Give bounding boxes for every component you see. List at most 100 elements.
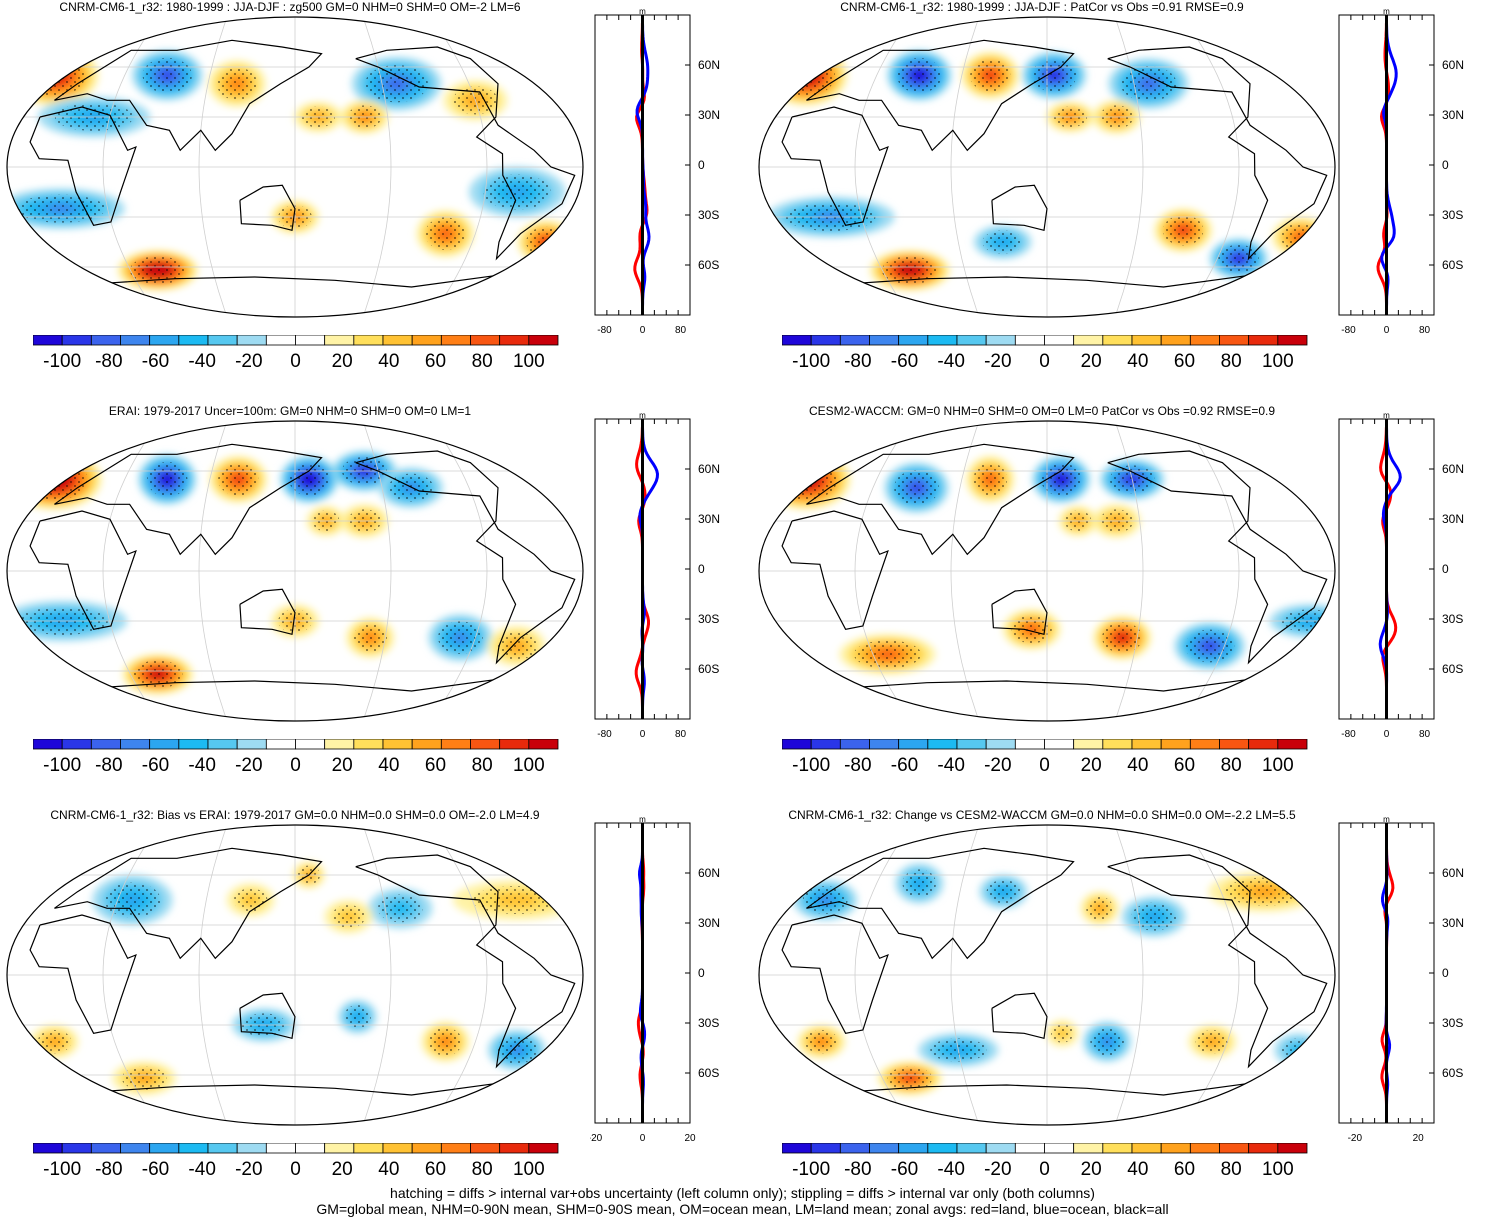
continent-outline [991, 184, 1048, 232]
zonal-unit-label: m [639, 411, 646, 420]
colorbar-swatch [61, 1143, 92, 1154]
colorbar-swatch [178, 739, 209, 750]
longitude-line [430, 17, 488, 317]
colorbar-swatch [353, 1143, 384, 1154]
colorbar-tick-label: 100 [1262, 755, 1294, 776]
colorbar-tick-label: 20 [1081, 1159, 1102, 1180]
colorbar-swatch [1102, 739, 1133, 750]
footer-caption: hatching = diffs > internal var+obs unce… [0, 1185, 1485, 1217]
colorbar-tick-label: -40 [188, 755, 215, 776]
colorbar-swatch [178, 1143, 209, 1154]
colorbar-tick-label: -80 [95, 351, 122, 372]
colorbar-swatch [528, 335, 559, 346]
colorbar-swatch [33, 1143, 63, 1154]
colorbar-swatch [927, 1143, 958, 1154]
stippling [121, 1066, 167, 1090]
colorbar-tick-label: -60 [142, 1159, 169, 1180]
colorbar-swatch [869, 1143, 900, 1154]
zonal-lat-label: 30S [1442, 1016, 1463, 1030]
colorbar-swatch [382, 739, 413, 750]
colorbar-tick-label: -40 [937, 351, 964, 372]
zonal-lat-label: 30N [698, 916, 720, 930]
zonal-x-label: -80 [597, 325, 612, 336]
stippling [218, 463, 259, 496]
zonal-lat-label: 60N [1442, 58, 1464, 72]
zonal-x-label: 20 [684, 1133, 696, 1144]
stippling [1011, 615, 1052, 644]
map-border [758, 420, 1336, 722]
colorbar-tick-label: -20 [235, 755, 262, 776]
zonal-lat-label: 30N [698, 512, 720, 526]
colorbar-tick-label: 40 [1127, 351, 1148, 372]
colorbar-swatch [1277, 1143, 1308, 1154]
stippling [344, 1005, 371, 1029]
stippling [774, 458, 838, 501]
zonal-x-label: -20 [590, 1133, 603, 1144]
colorbar-swatch [295, 1143, 326, 1154]
colorbar-swatch [440, 1143, 471, 1154]
colorbar-swatch [265, 739, 296, 750]
colorbar-swatch [265, 335, 296, 346]
zonal-lat-label: 30N [698, 108, 720, 122]
colorbar-tick-label: -20 [235, 351, 262, 372]
colorbar-swatch [499, 335, 530, 346]
panel-title: CNRM-CM6-1_r32: Change vs CESM2-WACCM GM… [788, 808, 1296, 822]
colorbar-swatch [1102, 1143, 1133, 1154]
colorbar-swatch [839, 739, 870, 750]
stippling [15, 194, 106, 223]
graticule [7, 17, 583, 317]
colorbar-tick-label: 80 [472, 755, 493, 776]
colorbar-tick-label: 60 [1174, 1159, 1195, 1180]
colorbar-swatch [956, 1143, 987, 1154]
zonal-lat-label: 0 [698, 562, 705, 576]
zonal-x-label: 0 [640, 325, 646, 336]
colorbar-tick-label: -60 [891, 1159, 918, 1180]
continent-outline [850, 678, 1250, 692]
colorbar-swatch [411, 335, 442, 346]
continent-outline [1107, 450, 1328, 665]
colorbar-swatch [1131, 739, 1162, 750]
stippling [973, 463, 1008, 496]
zonal-x-label: 20 [1413, 1133, 1425, 1144]
colorbar-swatch [1073, 335, 1104, 346]
continent-outline [781, 914, 889, 1034]
longitude-line [198, 421, 228, 721]
colorbar-swatch [236, 1143, 267, 1154]
map-plot [758, 824, 1336, 1126]
longitude-line [198, 825, 228, 1125]
colorbar-swatch [839, 1143, 870, 1154]
colorbar-tick-label: 60 [1174, 351, 1195, 372]
continent-outline [239, 588, 296, 636]
longitude-line [950, 421, 980, 721]
colorbar-swatch [810, 335, 841, 346]
colorbar-swatch [295, 335, 326, 346]
stippling [496, 1036, 537, 1064]
colorbar-swatch [470, 739, 501, 750]
continent-outline [239, 184, 296, 232]
map-plot [6, 420, 584, 722]
colorbar: -100 -80 -60 -40 -20 0 20 40 60 80 100 [782, 335, 1308, 372]
longitude-line [1182, 421, 1240, 721]
stippling [437, 621, 483, 654]
continent-outline [850, 274, 1250, 288]
colorbar-tick-label: 0 [290, 755, 301, 776]
zonal-lat-label: 0 [698, 966, 705, 980]
colorbar-swatch [985, 335, 1016, 346]
continent-outline [806, 39, 1075, 152]
continent-outline [355, 450, 576, 665]
zonal-x-label: 80 [1419, 729, 1431, 740]
colorbar-swatch [149, 1143, 180, 1154]
continent-outline [54, 443, 323, 556]
zonal-lat-label: 60S [698, 662, 719, 676]
stippling [896, 57, 942, 93]
graticule [759, 825, 1335, 1125]
colorbar: -100 -80 -60 -40 -20 0 20 40 60 80 100 [782, 739, 1308, 776]
colorbar-swatch [382, 1143, 413, 1154]
graticule [759, 421, 1335, 721]
map-plot [6, 824, 584, 1126]
coastlines [29, 433, 576, 692]
zonal-lat-label: 30N [1442, 108, 1464, 122]
colorbar-swatch [411, 1143, 442, 1154]
colorbar-swatch [207, 739, 238, 750]
colorbar-swatch [149, 335, 180, 346]
